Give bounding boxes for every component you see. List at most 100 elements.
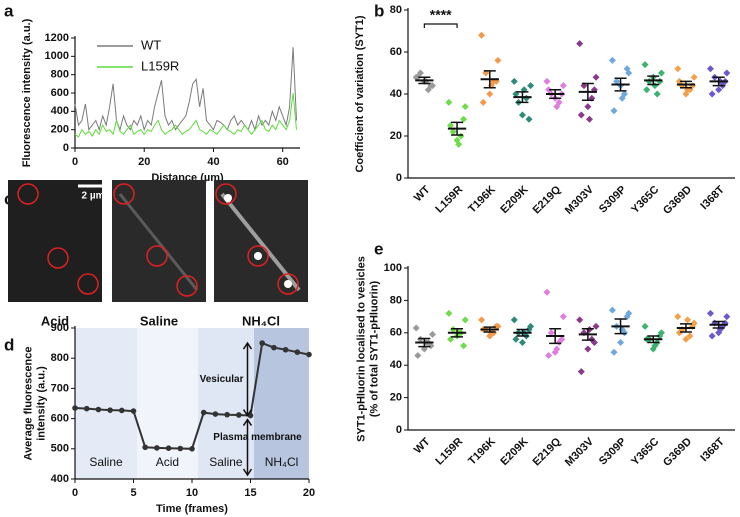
point [518,111,526,119]
y-axis-label: intensity (a.u.) [35,366,47,441]
error-bar [614,318,627,335]
point [608,56,616,64]
marker [306,351,312,358]
x-tick-label: E219Q [531,183,564,216]
point [445,98,453,106]
y-tick-label: 20 [390,392,402,404]
region [75,328,138,479]
significance-label: **** [430,7,452,23]
arrow-head [242,409,253,417]
point [478,316,486,324]
marker [212,411,219,417]
marker [130,408,137,414]
point [545,351,553,359]
x-tick-label: E209K [498,436,530,468]
point [510,316,518,324]
x-tick-label: WT [412,435,433,456]
point [445,309,453,317]
marker [236,412,242,418]
x-tick-label: 15 [244,487,256,499]
x-tick-label: T196K [466,184,498,216]
y-tick-label: 400 [51,105,69,117]
point [412,324,420,332]
point [584,345,592,353]
significance-bracket [423,23,458,28]
x-tick-label: 0 [72,156,78,168]
x-tick-label: T196K [466,436,498,468]
point [455,140,463,148]
roi-circle [247,245,269,267]
y-tick-label: 0 [63,142,69,154]
point [584,103,592,111]
point [525,326,533,334]
y-tick-label: 600 [51,87,69,99]
point [525,115,533,123]
y-axis-label: Average fluorescence [22,347,34,461]
roi-circle [77,273,99,295]
roi-circle [277,273,299,295]
point [518,339,526,347]
point [478,31,486,39]
point [651,342,659,350]
point [608,306,616,314]
arrow-head [242,341,253,350]
point [585,115,593,123]
point [559,313,567,321]
x-tick-label: M303V [563,183,597,217]
point [674,65,682,73]
region [197,328,255,479]
arrow-head [242,468,253,477]
x-tick-label: Y365C [629,436,661,468]
y-tick-label: 200 [51,124,69,136]
region-label: Saline [89,455,123,469]
error-bar [549,328,562,345]
panel-label: d [4,335,14,354]
x-tick-label: 20 [303,487,315,499]
y-tick-label: 700 [51,382,69,394]
point [613,77,621,85]
y-tick-label: 20 [390,130,402,142]
x-tick-label: L159R [433,436,465,468]
x-tick-label: 60 [277,156,289,168]
roi-circle [176,275,198,297]
point [675,77,683,85]
marker [142,444,148,451]
x-tick-label: M303V [563,435,597,469]
point [543,77,551,85]
y-tick-label: 40 [390,359,402,371]
series-line [74,92,297,138]
arrow-head [242,418,253,426]
y-tick-label: 60 [390,327,402,339]
point [543,288,551,296]
error-bar [516,91,529,104]
error-bar [679,80,692,89]
region-label: Saline [209,455,243,469]
point [429,330,437,338]
point [618,94,626,102]
y-tick-label: 1000 [45,50,69,62]
point [576,316,584,324]
point [576,40,584,48]
axis [74,36,300,149]
y-tick-label: 400 [51,473,69,485]
point [708,90,716,98]
y-tick-label: 1200 [45,32,69,44]
x-tick-label: S309P [597,436,629,468]
point [706,309,714,317]
error-bar [614,77,627,92]
point [690,73,698,81]
marker [83,405,90,412]
y-tick-label: 800 [51,69,69,81]
marker [200,409,207,416]
x-tick-label: S309P [597,184,629,216]
x-tick-label: 0 [72,487,78,499]
point [651,82,659,90]
y-tick-label: 800 [51,352,69,364]
annotation: Plasma membrane [213,432,302,443]
roi-circle [113,183,135,205]
marker [72,405,78,411]
y-tick-label: 0 [396,424,402,436]
x-tick-label: L159R [433,184,465,216]
point [656,332,664,340]
error-bar [647,335,660,344]
